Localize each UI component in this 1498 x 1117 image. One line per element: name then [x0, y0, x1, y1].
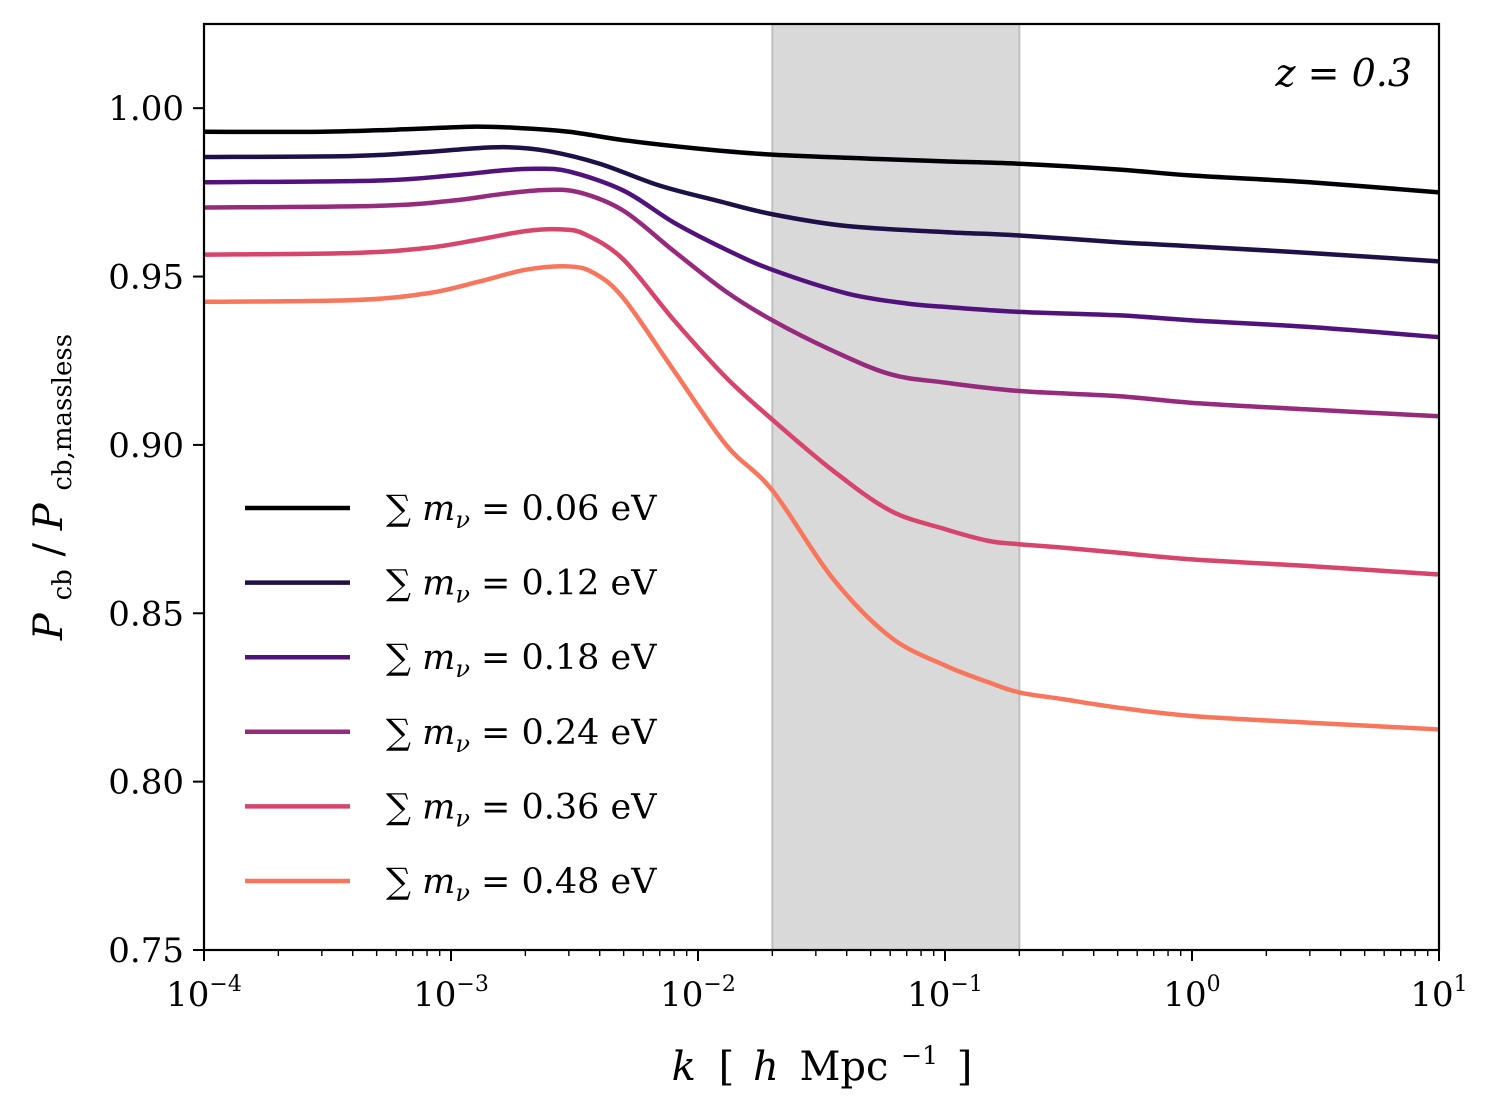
legend-sum-m: ∑ m	[386, 489, 455, 529]
legend-label-3: ∑ mν = 0.24 eV	[386, 713, 657, 758]
legend-sum-m: ∑ m	[386, 638, 455, 678]
x-tick-base: 10	[907, 975, 950, 1015]
legend-sum-m: ∑ m	[386, 862, 455, 902]
legend-sub-nu: ν	[455, 581, 470, 609]
series-line-4	[203, 226, 1440, 577]
x-tick-exp: −3	[456, 972, 488, 997]
x-tick-exp: 0	[1207, 972, 1221, 997]
x-label-h: h	[753, 1044, 779, 1090]
x-tick-exp: 1	[1454, 972, 1468, 997]
series-line-0	[203, 124, 1440, 195]
legend: ∑ mν = 0.06 eV∑ mν = 0.12 eV∑ mν = 0.18 …	[245, 489, 657, 907]
x-tick-exp: −2	[703, 972, 735, 997]
y-label-p1: P	[26, 612, 72, 641]
legend-value: = 0.24 eV	[470, 713, 657, 753]
legend-value: = 0.36 eV	[470, 787, 657, 827]
x-tick-label: 10−3	[413, 972, 489, 1015]
legend-sub-nu: ν	[455, 730, 470, 758]
series-line-3	[203, 187, 1440, 419]
legend-sum-m: ∑ m	[386, 564, 455, 604]
annotation-redshift: z = 0.3	[1275, 51, 1412, 95]
x-tick-base: 10	[413, 975, 456, 1015]
shaded-band	[772, 24, 1020, 950]
y-label-slash: /	[26, 542, 72, 556]
legend-sum-m: ∑ m	[386, 713, 455, 753]
x-tick-label: 10−4	[166, 972, 242, 1015]
x-tick-exp: −1	[950, 972, 982, 997]
legend-value: = 0.18 eV	[470, 638, 657, 678]
y-tick-label: 0.85	[108, 594, 184, 634]
legend-sum-m: ∑ m	[386, 787, 455, 827]
y-tick-label: 0.75	[108, 931, 184, 971]
legend-label-1: ∑ mν = 0.12 eV	[386, 564, 657, 609]
x-label-rbracket: ]	[957, 1044, 973, 1090]
legend-sub-nu: ν	[455, 879, 470, 907]
x-tick-label: 10−2	[660, 972, 736, 1015]
y-tick-label: 0.80	[108, 763, 184, 803]
legend-sub-nu: ν	[455, 506, 470, 534]
x-axis-label: k [ h Mpc −1 ]	[672, 1028, 973, 1090]
legend-value: = 0.48 eV	[470, 862, 657, 902]
y-axis-label: P cb / P cb,massless	[26, 334, 81, 641]
x-tick-exp: −4	[209, 972, 241, 997]
legend-label-4: ∑ mν = 0.36 eV	[386, 787, 657, 832]
y-tick-label: 1.00	[108, 89, 184, 129]
legend-value: = 0.06 eV	[470, 489, 657, 529]
legend-value: = 0.12 eV	[470, 564, 657, 604]
y-label-sub2: cb,massless	[48, 334, 78, 491]
plot-frame	[202, 22, 1441, 952]
x-tick-base: 10	[1163, 975, 1206, 1015]
legend-sub-nu: ν	[455, 655, 470, 683]
x-label-exp: −1	[901, 1041, 938, 1070]
x-tick-label: 10−1	[907, 972, 983, 1015]
legend-label-0: ∑ mν = 0.06 eV	[386, 489, 657, 534]
x-tick-label: 100	[1163, 972, 1220, 1015]
y-tick-label: 0.90	[108, 426, 184, 466]
x-label-mpc: Mpc	[799, 1044, 888, 1090]
series-line-5	[203, 264, 1440, 732]
series-line-1	[203, 144, 1440, 264]
x-tick-base: 10	[166, 975, 209, 1015]
x-label-lbracket: [	[719, 1044, 735, 1090]
x-tick-label: 101	[1410, 972, 1467, 1015]
x-tick-base: 10	[1410, 975, 1453, 1015]
series-line-2	[203, 166, 1440, 340]
x-tick-base: 10	[660, 975, 703, 1015]
legend-label-2: ∑ mν = 0.18 eV	[386, 638, 657, 683]
x-label-k: k	[672, 1044, 696, 1090]
y-label-p2: P	[26, 502, 72, 531]
y-tick-label: 0.95	[108, 258, 184, 298]
legend-label-5: ∑ mν = 0.48 eV	[386, 862, 657, 907]
y-label-sub1: cb	[48, 569, 78, 600]
legend-sub-nu: ν	[455, 804, 470, 832]
